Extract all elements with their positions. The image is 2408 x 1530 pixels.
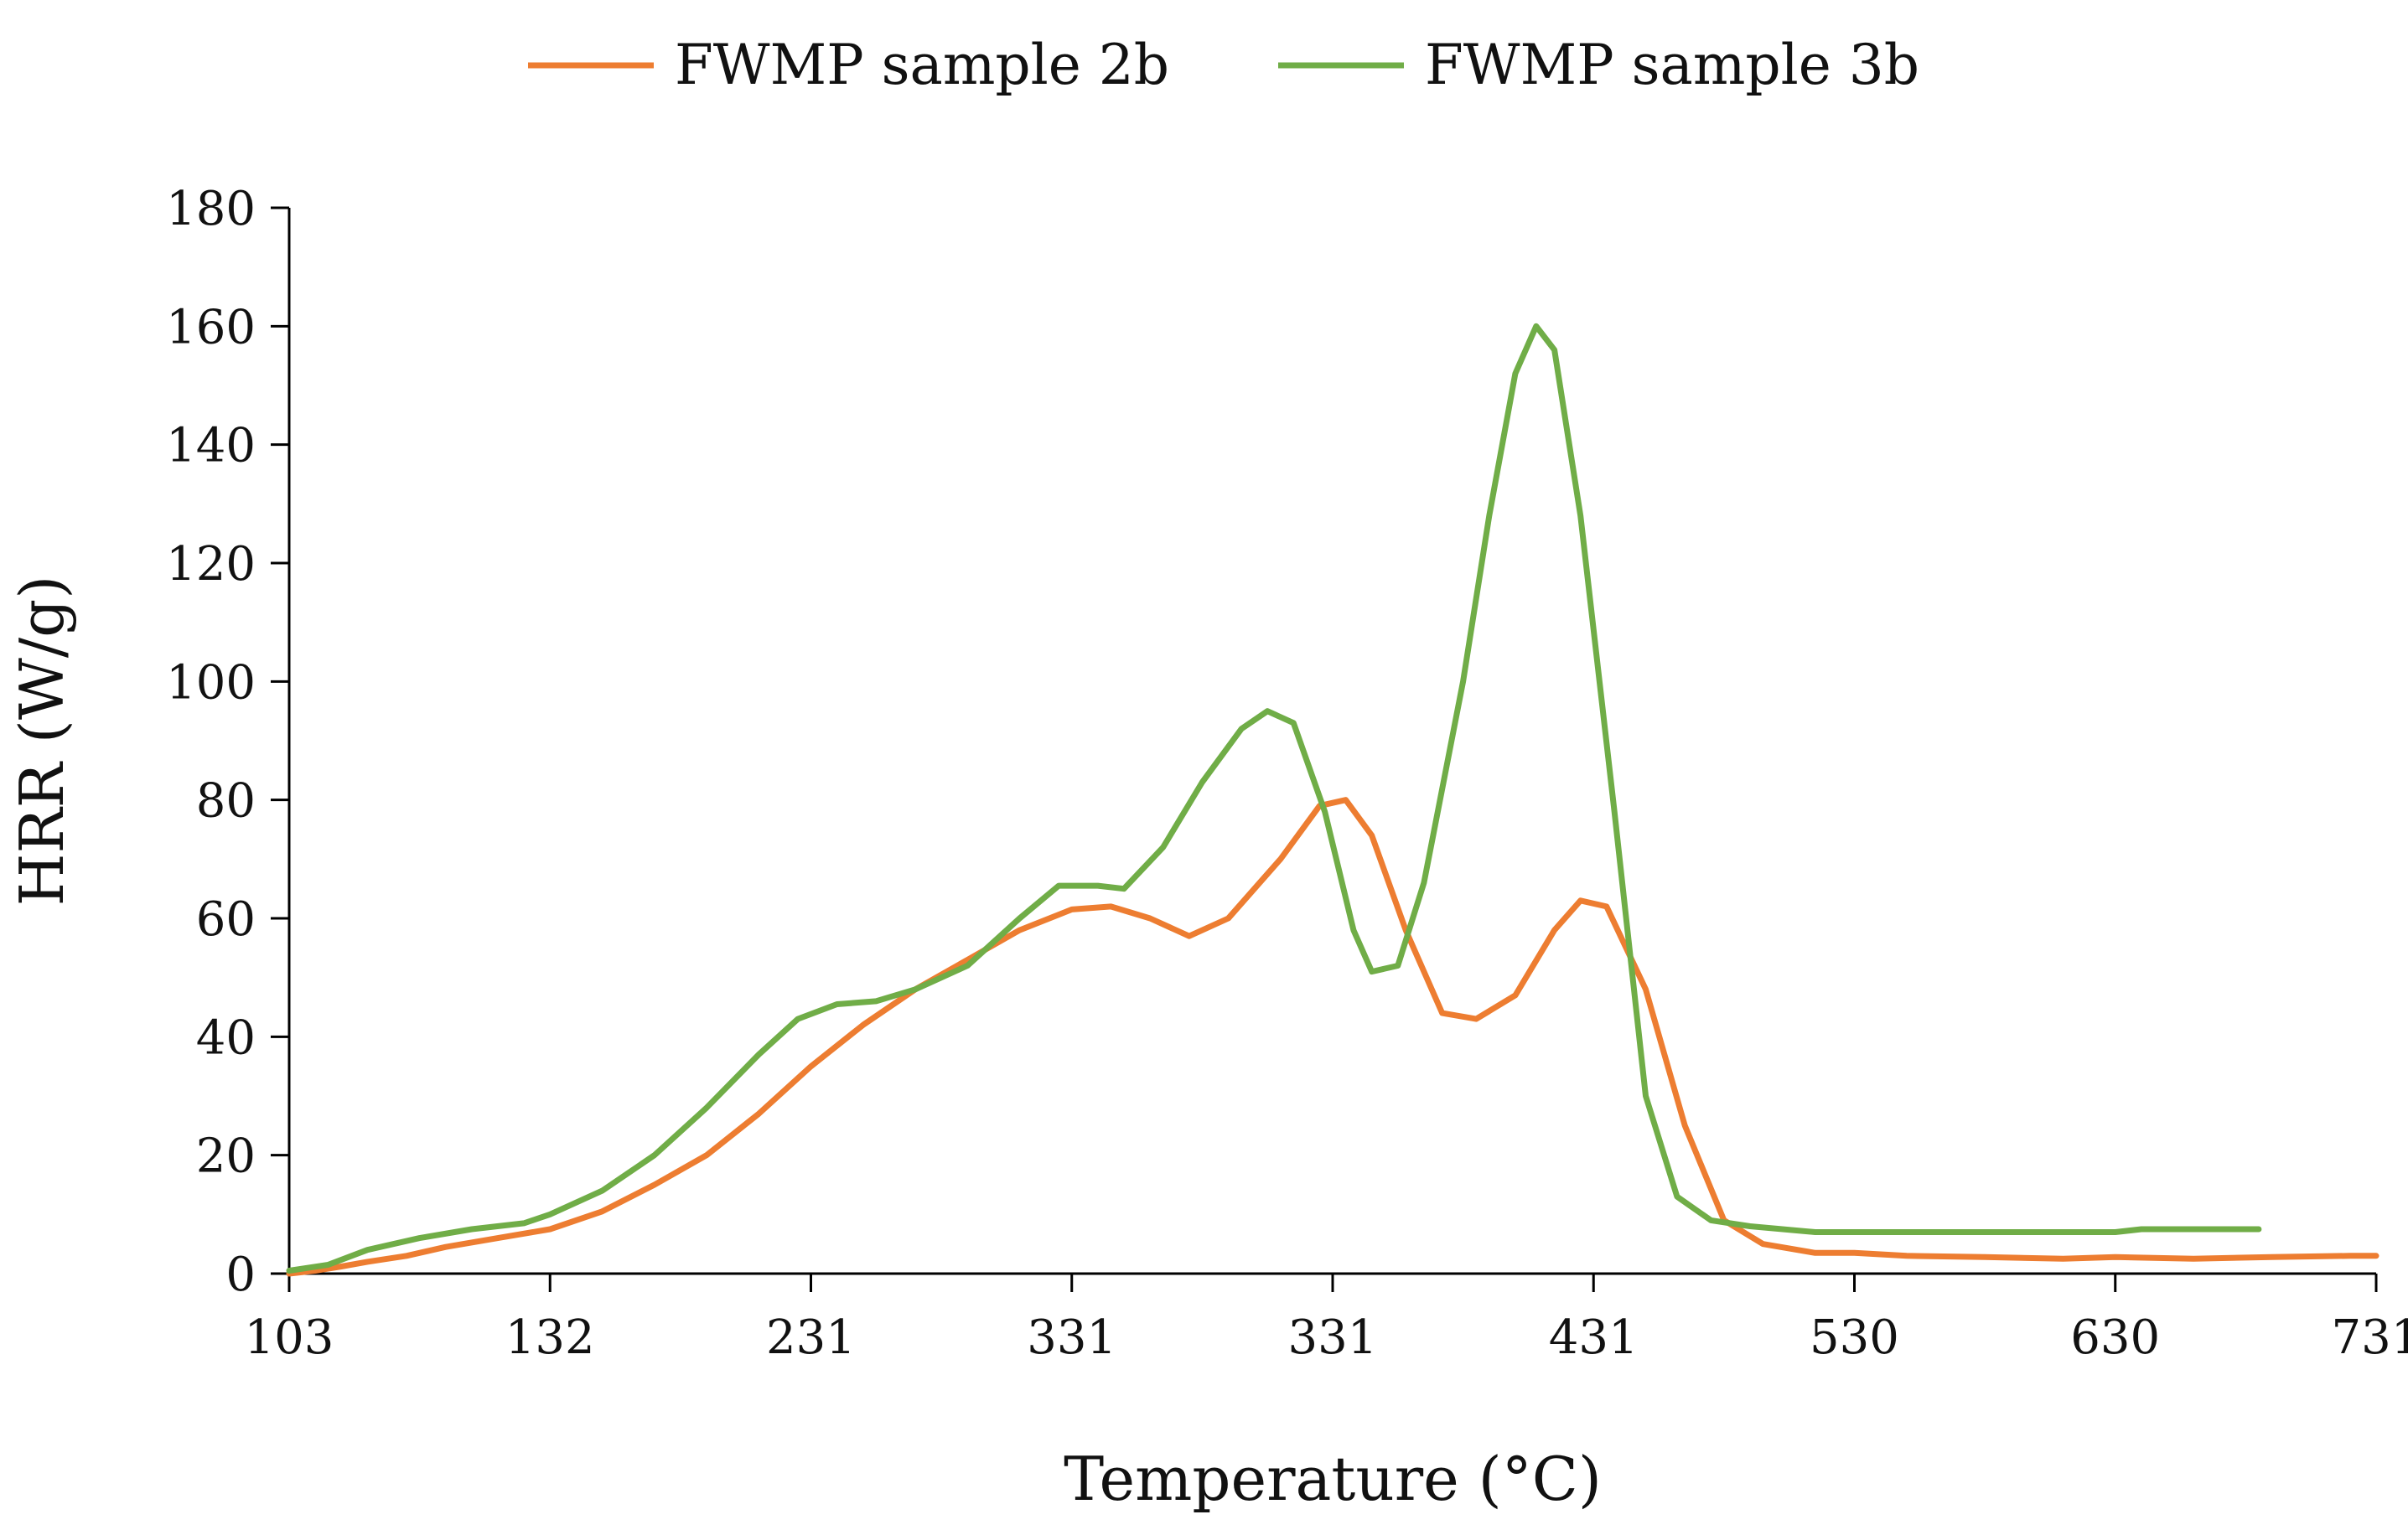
y-tick-label: 160 — [166, 300, 256, 354]
x-tick-label: 731 — [2332, 1310, 2408, 1365]
y-tick-label: 40 — [196, 1011, 256, 1065]
y-tick-label: 180 — [166, 182, 256, 236]
x-tick-label: 132 — [505, 1310, 595, 1365]
y-tick-label: 0 — [225, 1248, 256, 1302]
legend-label: FWMP sample 2b — [675, 33, 1169, 97]
legend: FWMP sample 2b FWMP sample 3b — [528, 33, 1919, 97]
y-tick-label: 100 — [166, 655, 256, 710]
x-tick-label: 331 — [1027, 1310, 1116, 1365]
series-line-3b — [286, 323, 2262, 1274]
x-axis-title: Temperature (°C) — [1064, 1444, 1602, 1514]
y-tick-label: 60 — [196, 892, 256, 947]
axes — [287, 208, 2376, 1275]
y-tick-label: 120 — [166, 537, 256, 592]
x-tick-label: 530 — [1810, 1310, 1899, 1365]
y-tick-label: 20 — [196, 1129, 256, 1184]
series-line-2b — [286, 797, 2380, 1277]
y-ticks: 0 20 40 60 80 100 120 140 160 180 — [166, 182, 289, 1302]
y-tick-label: 80 — [196, 774, 256, 829]
x-tick-label: 431 — [1549, 1310, 1639, 1365]
series-layer — [286, 323, 2380, 1277]
x-ticks: 103 132 231 331 331 431 530 630 731 — [245, 1274, 2408, 1365]
x-tick-label: 331 — [1288, 1310, 1378, 1365]
x-tick-label: 630 — [2070, 1310, 2160, 1365]
y-axis-title: HRR (W/g) — [7, 576, 77, 907]
legend-label: FWMP sample 3b — [1425, 33, 1919, 97]
x-tick-label: 103 — [245, 1310, 334, 1365]
y-tick-label: 140 — [166, 419, 256, 473]
x-tick-label: 231 — [766, 1310, 856, 1365]
